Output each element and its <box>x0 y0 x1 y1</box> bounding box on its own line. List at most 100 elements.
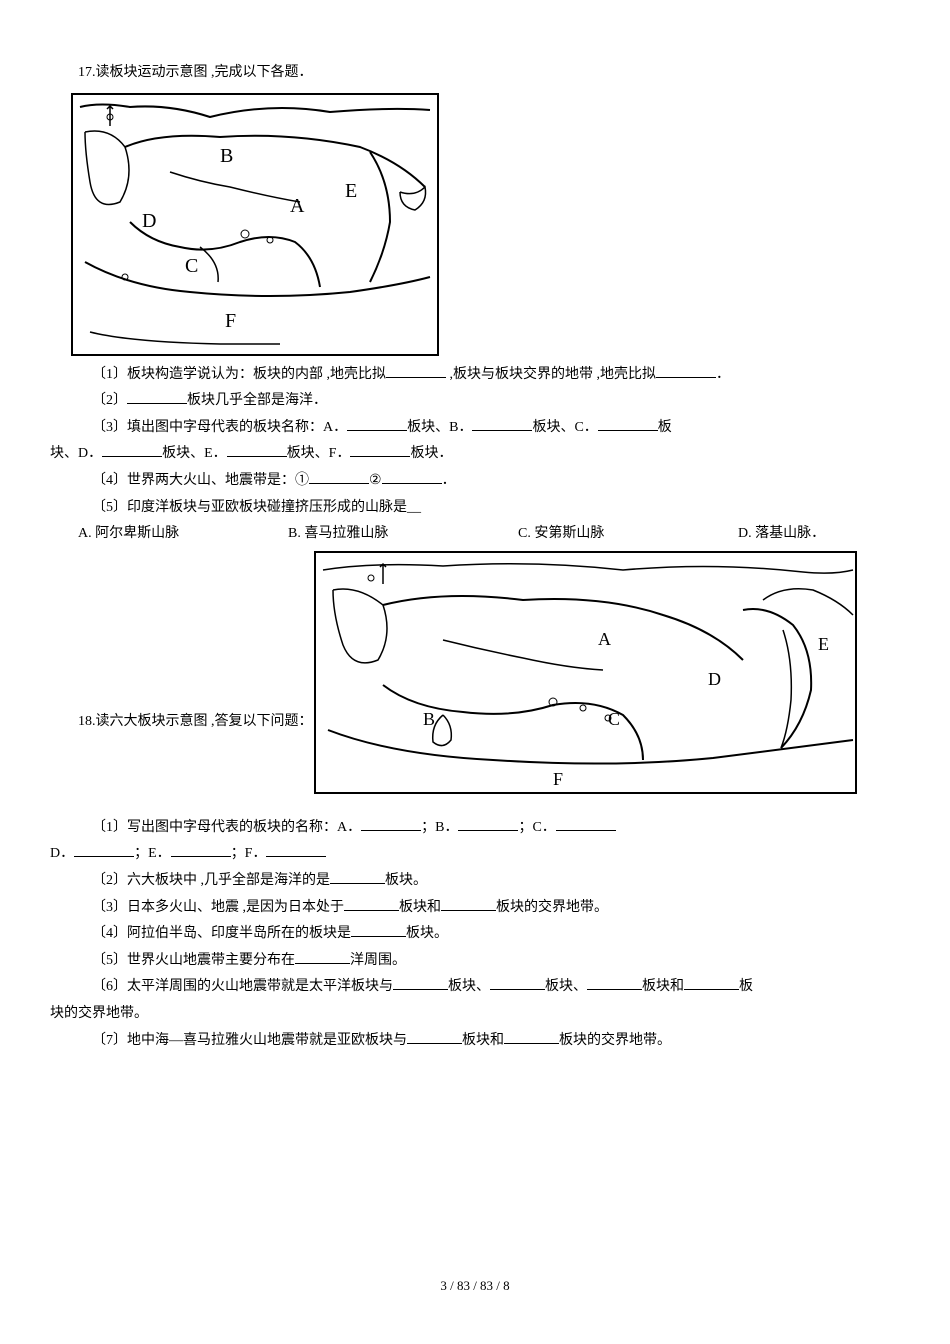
q17-opt-a: A. 阿尔卑斯山脉 <box>78 521 288 548</box>
q18-p3-a: 〔3〕日本多火山、地震 ,是因为日本处于 <box>92 900 344 915</box>
q18-p4-a: 〔4〕阿拉伯半岛、印度半岛所在的板块是 <box>92 926 351 941</box>
blank <box>504 1028 559 1044</box>
blank <box>598 415 658 431</box>
svg-text:E: E <box>345 180 357 202</box>
q17-p3-c: 板块、C． <box>532 420 597 435</box>
blank <box>407 1028 462 1044</box>
q17-opt-c: C. 安第斯山脉 <box>518 521 738 548</box>
q17-stem: 17.读板块运动示意图 ,完成以下各题． <box>50 60 900 87</box>
q18-p7-b: 板块和 <box>462 1033 504 1048</box>
q18-p1-f: ；F． <box>231 846 267 861</box>
q17-p4: 〔4〕世界两大火山、地震带是：① ② ． <box>50 468 900 495</box>
blank <box>361 815 421 831</box>
svg-text:E: E <box>818 634 829 654</box>
blank <box>295 948 350 964</box>
q17-p3-d: 板 <box>658 420 672 435</box>
blank <box>587 974 642 990</box>
q18-p7-a: 〔7〕地中海—喜马拉雅火山地震带就是亚欧板块与 <box>92 1033 407 1048</box>
blank <box>351 921 406 937</box>
q17-p3-a: 〔3〕填出图中字母代表的板块名称：A． <box>92 420 347 435</box>
q17-p5: 〔5〕印度洋板块与亚欧板块碰撞挤压形成的山脉是__ <box>50 495 900 522</box>
q18-stem: 18.读六大板块示意图 ,答复以下问题： <box>50 609 313 736</box>
blank <box>382 468 442 484</box>
q18-p6-e: 板 <box>739 979 753 994</box>
blank <box>266 841 326 857</box>
page-footer: 3 / 83 / 83 / 8 <box>0 1274 950 1299</box>
q18-p3-c: 板块的交界地带。 <box>496 900 608 915</box>
blank <box>344 895 399 911</box>
q17-p4-c: ． <box>442 473 456 488</box>
q17-p3-line1: 〔3〕填出图中字母代表的板块名称：A． 板块、B． 板块、C． 板 <box>50 415 900 442</box>
svg-text:F: F <box>225 310 236 332</box>
q18-p3: 〔3〕日本多火山、地震 ,是因为日本处于 板块和 板块的交界地带。 <box>50 895 900 922</box>
q18-p4-b: 板块。 <box>406 926 448 941</box>
blank <box>490 974 545 990</box>
q17-p2-b: 板块几乎全部是海洋． <box>187 393 327 408</box>
q17-p4-b: ② <box>369 473 382 488</box>
q18-p7: 〔7〕地中海—喜马拉雅火山地震带就是亚欧板块与 板块和 板块的交界地带。 <box>50 1028 900 1055</box>
q18-p6-line1: 〔6〕太平洋周围的火山地震带就是太平洋板块与 板块、 板块、 板块和 板 <box>50 974 900 1001</box>
q18-p6-b: 板块、 <box>448 979 490 994</box>
q18-p6-c: 板块、 <box>545 979 587 994</box>
blank <box>74 841 134 857</box>
blank <box>556 815 616 831</box>
q17-p3-line2: 块、D．板块、E．板块、F．板块． <box>50 441 900 468</box>
q18-figure: A B C D E F <box>313 550 858 795</box>
q18-p6-line2: 块的交界地带。 <box>50 1001 900 1028</box>
blank <box>393 974 448 990</box>
q17-figure: A B C D E F <box>50 92 900 357</box>
q18-p6-d: 板块和 <box>642 979 684 994</box>
q18-p5-b: 洋周围。 <box>350 953 406 968</box>
blank <box>386 362 446 378</box>
q18-p1-line1: 〔1〕写出图中字母代表的板块的名称：A． ；B． ；C． <box>50 815 900 842</box>
svg-text:C: C <box>185 255 198 277</box>
q17-p4-a: 〔4〕世界两大火山、地震带是：① <box>92 473 309 488</box>
q17-p3-e: 块、D． <box>50 446 102 461</box>
q17-p1: 〔1〕板块构造学说认为：板块的内部 ,地壳比拟 ,板块与板块交界的地带 ,地壳比… <box>50 362 900 389</box>
blank <box>441 895 496 911</box>
q17-opt-b: B. 喜马拉雅山脉 <box>288 521 518 548</box>
q17-p2-a: 〔2〕 <box>92 393 127 408</box>
q18-p1-b: ；B． <box>421 820 458 835</box>
svg-text:B: B <box>423 709 435 729</box>
q18-p1-line2: D． ；E． ；F． <box>50 841 900 868</box>
q18-p1-e: ；E． <box>134 846 171 861</box>
q18-p5: 〔5〕世界火山地震带主要分布在 洋周围。 <box>50 948 900 975</box>
blank <box>127 388 187 404</box>
q18-p6-a: 〔6〕太平洋周围的火山地震带就是太平洋板块与 <box>92 979 393 994</box>
svg-text:B: B <box>220 145 233 167</box>
q18-row: 18.读六大板块示意图 ,答复以下问题： A B C D <box>50 550 900 795</box>
svg-text:D: D <box>708 669 721 689</box>
q18-p1-a: 〔1〕写出图中字母代表的板块的名称：A． <box>92 820 361 835</box>
q17-options: A. 阿尔卑斯山脉 B. 喜马拉雅山脉 C. 安第斯山脉 D. 落基山脉． <box>50 521 900 548</box>
svg-text:F: F <box>553 769 563 789</box>
blank <box>330 868 385 884</box>
blank <box>472 415 532 431</box>
blank <box>102 441 162 457</box>
blank <box>309 468 369 484</box>
q17-opt-d: D. 落基山脉． <box>738 521 825 548</box>
q18-p5-a: 〔5〕世界火山地震带主要分布在 <box>92 953 295 968</box>
q17-p2: 〔2〕 板块几乎全部是海洋． <box>50 388 900 415</box>
q18-p1-d: D． <box>50 846 74 861</box>
q18-p2-b: 板块。 <box>385 873 427 888</box>
svg-text:C: C <box>608 709 620 729</box>
svg-text:A: A <box>290 195 305 217</box>
blank <box>656 362 716 378</box>
svg-text:A: A <box>598 629 611 649</box>
q17-p3-g: 板块、F． <box>287 446 351 461</box>
blank <box>458 815 518 831</box>
q17-p3-h: 板块． <box>410 446 452 461</box>
blank <box>347 415 407 431</box>
q18-p7-c: 板块的交界地带。 <box>559 1033 671 1048</box>
q17-p1-c: ． <box>716 367 730 382</box>
blank <box>171 841 231 857</box>
q17-p3-b: 板块、B． <box>407 420 472 435</box>
blank <box>227 441 287 457</box>
svg-text:D: D <box>142 210 156 232</box>
q18-p2: 〔2〕六大板块中 ,几乎全部是海洋的是 板块。 <box>50 868 900 895</box>
q18-p2-a: 〔2〕六大板块中 ,几乎全部是海洋的是 <box>92 873 330 888</box>
q18-p1-c: ；C． <box>518 820 555 835</box>
q18-p3-b: 板块和 <box>399 900 441 915</box>
blank <box>684 974 739 990</box>
